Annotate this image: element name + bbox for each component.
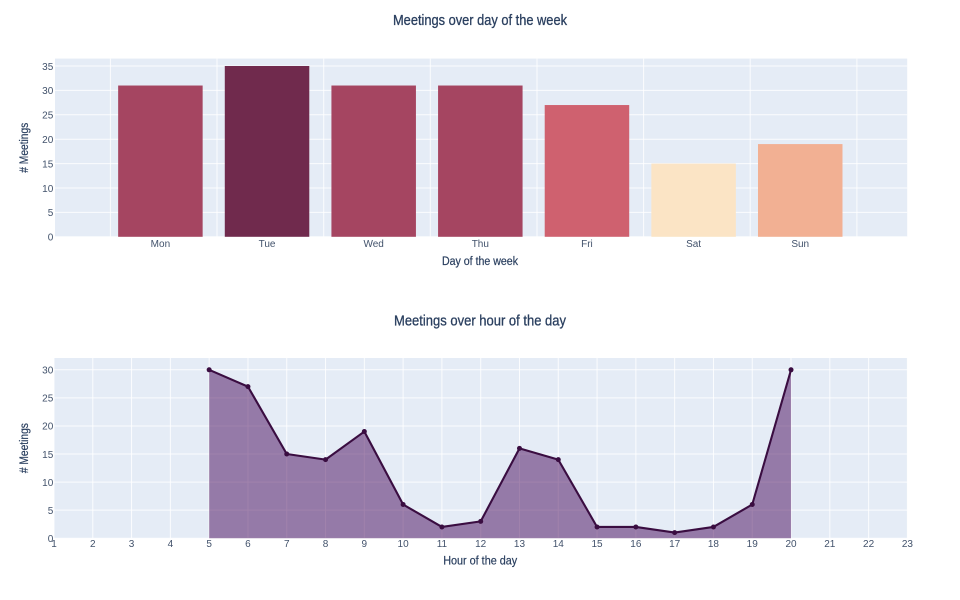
svg-text:2: 2 xyxy=(90,539,96,550)
svg-text:20: 20 xyxy=(785,539,797,550)
svg-text:11: 11 xyxy=(437,539,448,550)
svg-text:# Meetings: # Meetings xyxy=(19,423,31,473)
svg-text:Hour of the day: Hour of the day xyxy=(443,555,517,567)
svg-text:25: 25 xyxy=(42,394,54,405)
svg-text:Wed: Wed xyxy=(363,239,383,250)
svg-text:20: 20 xyxy=(42,422,54,433)
svg-text:10: 10 xyxy=(398,539,410,550)
svg-text:0: 0 xyxy=(48,534,54,545)
svg-text:23: 23 xyxy=(902,539,914,550)
svg-text:15: 15 xyxy=(42,159,54,170)
svg-text:# Meetings: # Meetings xyxy=(19,122,31,172)
svg-text:9: 9 xyxy=(362,539,368,550)
svg-text:3: 3 xyxy=(129,539,135,550)
svg-text:Mon: Mon xyxy=(151,239,170,250)
svg-text:6: 6 xyxy=(245,539,251,550)
svg-text:1: 1 xyxy=(51,539,57,550)
svg-text:13: 13 xyxy=(514,539,526,550)
svg-text:5: 5 xyxy=(206,539,212,550)
svg-text:15: 15 xyxy=(592,539,604,550)
svg-text:4: 4 xyxy=(168,539,174,550)
svg-text:Meetings over hour of the day: Meetings over hour of the day xyxy=(394,313,567,329)
svg-text:7: 7 xyxy=(284,539,290,550)
svg-text:22: 22 xyxy=(863,539,875,550)
svg-text:Thu: Thu xyxy=(472,239,489,250)
svg-text:10: 10 xyxy=(42,184,54,195)
svg-text:10: 10 xyxy=(42,478,54,489)
svg-text:30: 30 xyxy=(42,366,54,377)
svg-text:Meetings over day of the week: Meetings over day of the week xyxy=(393,13,568,29)
svg-text:30: 30 xyxy=(42,86,54,97)
svg-text:Sun: Sun xyxy=(791,239,809,250)
svg-text:15: 15 xyxy=(42,450,54,461)
svg-text:17: 17 xyxy=(669,539,681,550)
svg-text:12: 12 xyxy=(475,539,487,550)
svg-text:5: 5 xyxy=(48,506,54,517)
svg-text:18: 18 xyxy=(708,539,720,550)
svg-text:35: 35 xyxy=(42,62,54,73)
svg-text:5: 5 xyxy=(48,208,54,219)
svg-text:Tue: Tue xyxy=(259,239,276,250)
svg-text:20: 20 xyxy=(42,135,54,146)
svg-text:8: 8 xyxy=(323,539,329,550)
svg-text:Sat: Sat xyxy=(686,239,701,250)
svg-text:14: 14 xyxy=(553,539,565,550)
svg-text:25: 25 xyxy=(42,111,54,122)
svg-text:0: 0 xyxy=(48,233,54,244)
svg-text:21: 21 xyxy=(824,539,836,550)
svg-text:16: 16 xyxy=(630,539,642,550)
svg-text:19: 19 xyxy=(747,539,759,550)
svg-text:Fri: Fri xyxy=(581,239,593,250)
svg-text:Day of the week: Day of the week xyxy=(442,256,518,268)
